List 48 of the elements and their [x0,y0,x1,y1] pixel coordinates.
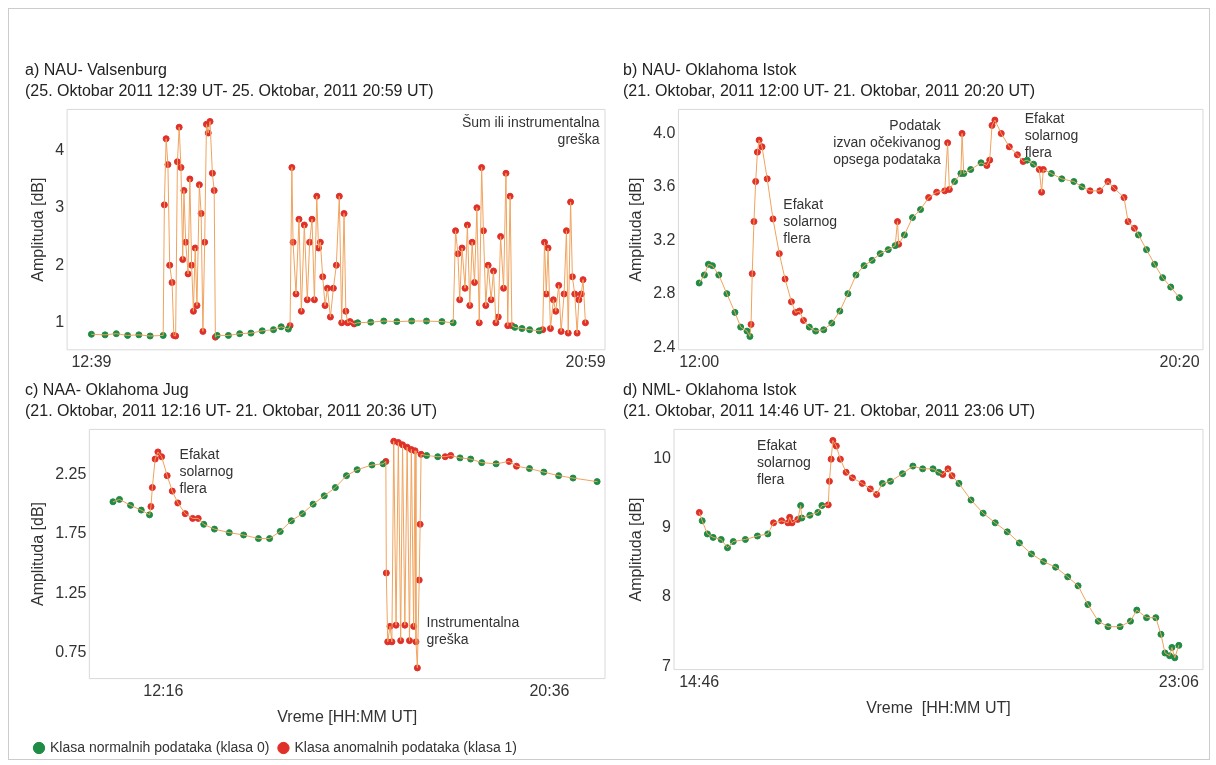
chart-title: a) NAU- Valsenburg [25,61,167,79]
y-axis-title: Amplituda [dB] [29,177,47,282]
x-tick-label: 23:06 [1158,672,1199,690]
annotation: Efakat solarnog flera [757,436,811,487]
y-tick-label: 3.6 [653,177,676,195]
annotation: Šum ili instrumentalna greška [461,114,600,148]
y-tick-label: 3 [55,198,65,216]
chart-title: b) NAU- Oklahoma Istok [623,61,798,79]
y-axis-title: Amplituda [dB] [29,501,47,607]
y-tick-label: 8 [662,587,672,605]
y-tick-label: 1 [55,313,65,331]
x-tick-label: 12:39 [71,352,112,370]
y-tick-label: 2.25 [55,464,87,482]
y-tick-label: 9 [662,518,672,536]
chart-subtitle: (21. Oktobar, 2011 12:16 UT- 21. Oktobar, 2011 20:36 UT) [25,402,438,420]
y-tick-label: 7 [662,656,672,674]
x-tick-label: 12:16 [143,681,184,699]
x-tick-label: 12:00 [679,352,720,370]
y-tick-label: 0.75 [55,642,87,660]
y-tick-label: 4.0 [653,123,676,141]
legend-label: Klasa anomalnih podataka (klasa 1) [294,738,518,755]
y-tick-label: 1.75 [55,524,87,542]
annotation: Efakat solarnog flera [783,196,838,247]
chart-title: c) NAA- Oklahoma Jug [25,381,189,399]
chart-title: d) NML- Oklahoma Istok [623,381,798,399]
x-axis-title: Vreme [HH:MM UT] [866,698,1011,716]
y-tick-label: 10 [653,448,672,466]
y-tick-label: 3.2 [653,230,676,248]
annotation: Podatak izvan očekivanog opsega podataka [833,116,942,167]
x-tick-label: 20:36 [529,681,570,699]
y-tick-label: 2.8 [653,284,676,302]
chart-subtitle: (21. Oktobar, 2011 12:00 UT- 21. Oktobar, 2011 20:20 UT) [623,82,1036,100]
x-tick-label: 14:46 [679,672,720,690]
x-axis-title: Vreme [HH:MM UT] [277,707,418,725]
legend-label: Klasa normalnih podataka (klasa 0) [50,738,270,755]
chart-subtitle: (21. Oktobar, 2011 14:46 UT- 21. Oktobar, 2011 23:06 UT) [623,402,1036,420]
chart-subtitle: (25. Oktobar 2011 12:39 UT- 25. Oktobar, 2011 20:59 UT) [25,82,434,100]
x-tick-label: 20:59 [565,352,606,370]
y-axis-title: Amplituda [dB] [627,177,645,282]
y-tick-label: 2.4 [653,337,676,355]
y-tick-label: 1.25 [55,583,87,601]
x-tick-label: 20:20 [1159,352,1200,370]
y-tick-label: 4 [55,140,65,158]
y-tick-label: 2 [55,255,65,273]
annotation: Efakat solarnog flera [1024,109,1079,160]
annotation: Efakat solarnog flera [179,446,234,497]
annotation: Instrumentalna greška [426,614,520,648]
y-axis-title: Amplituda [dB] [627,497,645,602]
